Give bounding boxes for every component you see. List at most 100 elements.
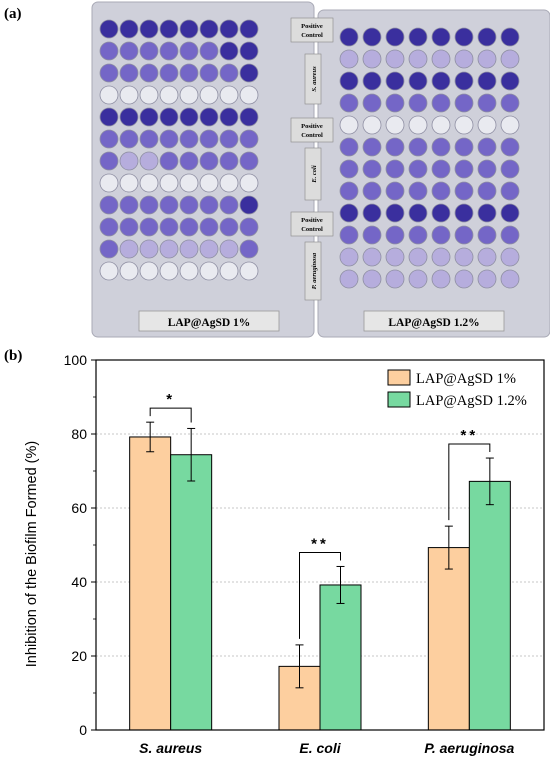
well <box>199 195 219 215</box>
well <box>431 137 451 157</box>
well <box>339 247 359 267</box>
well <box>139 41 159 61</box>
well <box>362 49 382 69</box>
well <box>199 217 219 237</box>
row-tag-label: Positive <box>301 23 323 30</box>
well <box>139 151 159 171</box>
well <box>339 225 359 245</box>
well <box>239 261 259 281</box>
well <box>219 19 239 39</box>
row-tag-label: Positive <box>301 123 323 130</box>
well <box>408 71 428 91</box>
well <box>385 71 405 91</box>
well <box>339 71 359 91</box>
well <box>477 225 497 245</box>
well <box>408 137 428 157</box>
well <box>454 203 474 223</box>
well <box>219 85 239 105</box>
bar-2-2 <box>319 584 362 731</box>
well <box>431 203 451 223</box>
well <box>219 239 239 259</box>
well <box>408 203 428 223</box>
well <box>362 247 382 267</box>
well <box>219 107 239 127</box>
well <box>219 41 239 61</box>
well-plate-2: LAP@AgSD 1.2% <box>317 9 550 338</box>
well <box>139 63 159 83</box>
well <box>239 151 259 171</box>
well <box>199 151 219 171</box>
plate-caption-box <box>363 310 505 332</box>
well <box>239 19 259 39</box>
well <box>99 173 119 193</box>
well <box>431 27 451 47</box>
well <box>500 159 520 179</box>
legend-label: LAP@AgSD 1% <box>416 371 516 387</box>
well <box>431 247 451 267</box>
well <box>385 247 405 267</box>
legend-swatch <box>387 391 411 408</box>
well <box>385 27 405 47</box>
well <box>500 93 520 113</box>
well <box>500 27 520 47</box>
well <box>431 159 451 179</box>
well <box>199 129 219 149</box>
well <box>385 93 405 113</box>
well <box>362 71 382 91</box>
well <box>477 159 497 179</box>
well <box>239 41 259 61</box>
well <box>500 115 520 135</box>
well <box>99 19 119 39</box>
well <box>477 181 497 201</box>
x-category-label: P. aeruginosa <box>424 740 514 756</box>
well <box>179 217 199 237</box>
well <box>477 27 497 47</box>
well <box>339 159 359 179</box>
legend-swatch <box>387 369 411 386</box>
well <box>385 49 405 69</box>
y-axis-label: Inhibition of the Biofilm Formed (%) <box>24 441 40 667</box>
row-tag-label: S. aureus <box>311 66 318 92</box>
well <box>199 19 219 39</box>
well <box>119 41 139 61</box>
well <box>431 269 451 289</box>
significance-mark: * <box>166 391 175 408</box>
row-tag-box <box>290 17 334 43</box>
well <box>339 93 359 113</box>
well <box>159 195 179 215</box>
significance-bracket <box>448 443 491 521</box>
well <box>431 93 451 113</box>
well <box>454 27 474 47</box>
well <box>199 41 219 61</box>
well <box>139 239 159 259</box>
well <box>179 239 199 259</box>
well <box>239 85 259 105</box>
well <box>99 151 119 171</box>
well <box>362 269 382 289</box>
row-tag-label: P. aeruginosa <box>311 252 318 289</box>
well <box>454 71 474 91</box>
well <box>179 261 199 281</box>
well <box>339 203 359 223</box>
row-tag-label: Control <box>301 226 323 233</box>
well <box>199 261 219 281</box>
well <box>119 217 139 237</box>
well <box>500 203 520 223</box>
well <box>159 173 179 193</box>
well <box>339 27 359 47</box>
well <box>99 261 119 281</box>
well <box>362 93 382 113</box>
well <box>500 137 520 157</box>
well <box>139 217 159 237</box>
well <box>239 195 259 215</box>
well <box>119 107 139 127</box>
well <box>159 151 179 171</box>
well <box>477 203 497 223</box>
well <box>385 115 405 135</box>
well <box>119 129 139 149</box>
well <box>239 129 259 149</box>
well <box>159 19 179 39</box>
well <box>431 49 451 69</box>
well <box>219 129 239 149</box>
